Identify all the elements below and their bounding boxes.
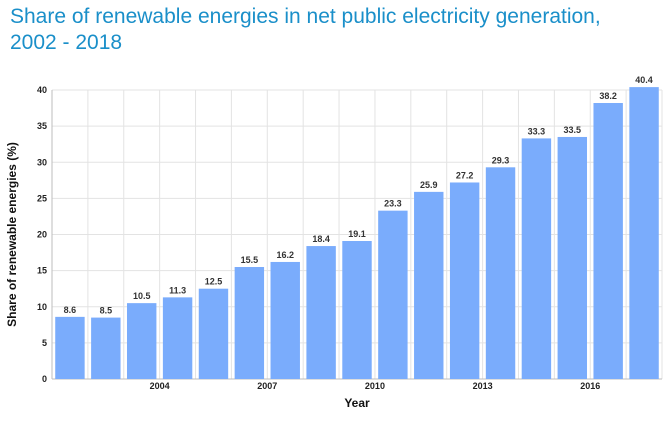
bar-2017	[593, 103, 623, 379]
bar-value-label: 33.5	[564, 125, 582, 135]
x-tick-label: 2013	[473, 381, 493, 391]
x-tick-label: 2004	[150, 381, 170, 391]
bar-value-label: 27.2	[456, 170, 474, 180]
x-tick-label: 2007	[257, 381, 277, 391]
y-tick-label: 10	[37, 302, 47, 312]
bar-value-labels: 8.6 8.5 10.5 11.3 12.5 15.5 16.2 18.4 19.1 23.3 25…	[64, 75, 653, 315]
bar-value-label: 38.2	[599, 91, 617, 101]
bar-value-label: 15.5	[241, 255, 259, 265]
bar-value-label: 19.1	[348, 229, 366, 239]
x-tick-label: 2016	[580, 381, 600, 391]
chart-title: Share of renewable energies in net publi…	[10, 4, 660, 56]
bar-2010	[342, 241, 372, 379]
y-tick-label: 25	[37, 193, 47, 203]
bar-2006	[198, 288, 229, 379]
bar-value-label: 10.5	[133, 291, 151, 301]
chart-title-line-2: 2002 - 2018	[10, 31, 123, 54]
bar-2014	[485, 167, 516, 379]
bar-value-label: 25.9	[420, 180, 438, 190]
bar-2016	[557, 136, 588, 379]
bar-2009	[306, 246, 336, 379]
chart-title-line-1: Share of renewable energies in net publi…	[10, 5, 601, 28]
bars	[55, 87, 659, 380]
bar-2007	[234, 267, 265, 379]
x-axis-ticks: 2004 2007 2010 2013 2016	[150, 381, 601, 391]
bar-2012	[414, 191, 444, 379]
bar-value-label: 29.3	[492, 155, 510, 165]
bar-2015	[521, 138, 552, 379]
y-tick-label: 5	[42, 338, 47, 348]
bar-2011	[378, 210, 408, 379]
bar-2018	[629, 87, 659, 380]
bar-2003	[91, 317, 121, 379]
y-tick-label: 35	[37, 121, 47, 131]
bar-value-label: 18.4	[312, 234, 330, 244]
x-tick-label: 2010	[365, 381, 385, 391]
bar-value-label: 8.5	[100, 306, 113, 316]
bar-value-label: 40.4	[635, 75, 653, 85]
bar-value-label: 8.6	[64, 305, 77, 315]
y-tick-label: 0	[42, 374, 47, 384]
y-tick-label: 15	[37, 266, 47, 276]
bar-2008	[270, 261, 300, 379]
y-tick-label: 20	[37, 230, 47, 240]
y-tick-label: 30	[37, 157, 47, 167]
bar-2013	[449, 182, 480, 379]
bar-2005	[162, 297, 193, 379]
bar-value-label: 16.2	[276, 250, 294, 260]
bar-value-label: 23.3	[384, 199, 402, 209]
y-tick-label: 40	[37, 85, 47, 95]
bar-value-label: 33.3	[528, 126, 546, 136]
y-axis-title: Share of renewable energies (%)	[5, 142, 19, 327]
bar-2002	[55, 316, 85, 379]
bar-value-label: 11.3	[169, 285, 186, 295]
y-axis-ticks: 0 5 10 15 20 25 30 35 40	[37, 85, 47, 384]
bar-value-label: 12.5	[205, 277, 223, 287]
x-axis-title: Year	[344, 396, 370, 410]
bar-2004	[126, 303, 157, 379]
